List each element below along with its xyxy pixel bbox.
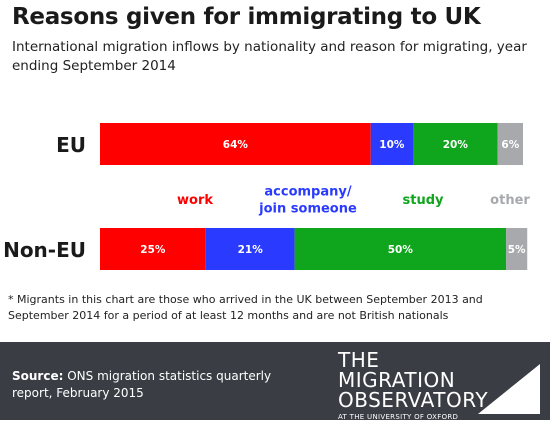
- logo-triangle-icon: [478, 364, 540, 414]
- logo-line-2: MIGRATION: [338, 368, 456, 392]
- stacked-bar-chart: EU 64% 10% 20% 6% Non-EU 25% 21% 50% 5% work accomp…: [3, 123, 530, 270]
- legend-entry: study: [403, 193, 445, 208]
- migration-observatory-logo: THE MIGRATION OBSERVATORY AT THE UNIVERS…: [338, 350, 488, 421]
- bar-segment-eu-3: [497, 123, 523, 165]
- footnote: * Migrants in this chart are those who a…: [8, 293, 483, 322]
- source-note: Source: ONS migration statistics quarter…: [12, 368, 312, 402]
- category-label-non-eu: Non-EU: [3, 238, 86, 262]
- data-label: 64%: [223, 139, 249, 151]
- bar-segment-non-eu-2: [294, 228, 507, 270]
- source-label: Source:: [12, 369, 64, 383]
- legend-entry: work: [177, 193, 213, 208]
- footer-band: Source: ONS migration statistics quarter…: [0, 342, 550, 421]
- logo-line-3: OBSERVATORY: [338, 388, 489, 412]
- bar-segment-eu-2: [413, 123, 498, 165]
- bar-segment-non-eu-0: [100, 228, 206, 270]
- data-label: 10%: [379, 139, 405, 151]
- data-label: 20%: [443, 139, 469, 151]
- logo-subline: AT THE UNIVERSITY OF OXFORD: [338, 413, 459, 421]
- source-text: ONS migration statistics quarterly repor…: [12, 369, 272, 400]
- data-label: 5%: [508, 244, 526, 256]
- data-label: 21%: [238, 244, 264, 256]
- data-label: 25%: [140, 244, 166, 256]
- legend-entry: accompany/: [264, 185, 351, 200]
- logo-line-1: THE: [338, 348, 380, 372]
- bar-segment-non-eu-1: [205, 228, 295, 270]
- chart-title: Reasons given for immigrating to UK: [12, 4, 481, 30]
- chart-subtitle: International migration inflows by natio…: [12, 39, 527, 74]
- bar-segment-eu-1: [370, 123, 414, 165]
- bar-segment-eu-0: [100, 123, 371, 165]
- legend-entry: join someone: [258, 202, 357, 217]
- category-label-eu: EU: [56, 133, 86, 157]
- data-label: 6%: [501, 139, 519, 151]
- data-label: 50%: [388, 244, 414, 256]
- bar-segment-non-eu-3: [506, 228, 528, 270]
- legend-entry: other: [490, 193, 530, 208]
